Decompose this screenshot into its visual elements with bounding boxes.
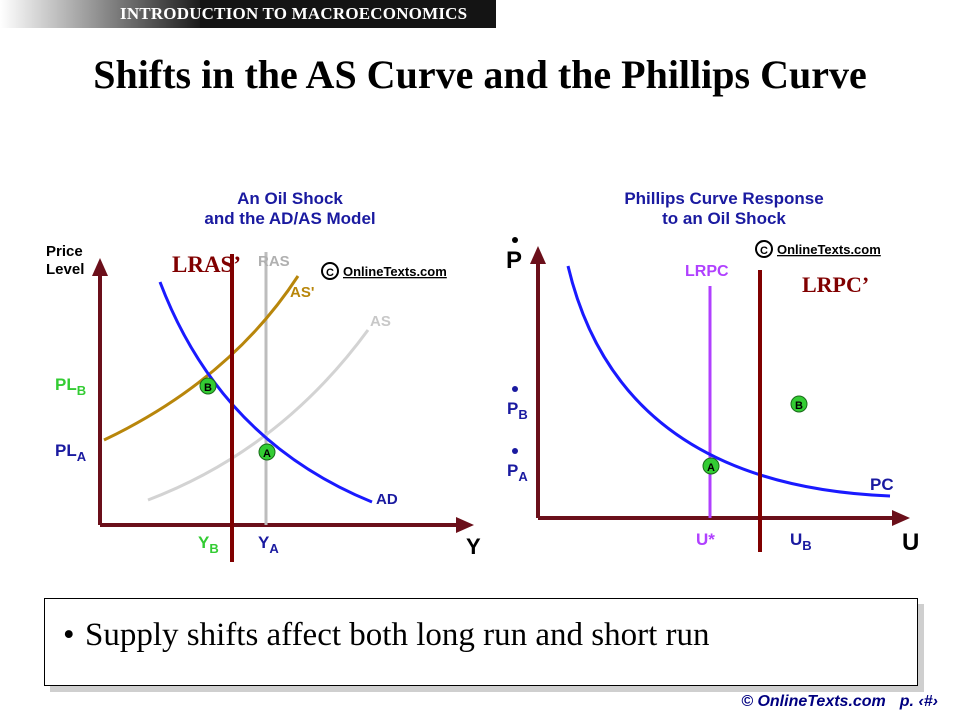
note-bullet-item: • Supply shifts affect both long run and … [63,617,710,654]
left-watermark: OnlineTexts.com [343,264,447,279]
pc-label: PC [870,475,894,494]
left-y-axis-label-1: Price [46,243,83,260]
banner-gradient [0,0,200,28]
point-b-right [790,395,808,413]
note-box: • Supply shifts affect both long run and … [44,598,918,686]
right-y-axis-label: P [506,247,522,274]
point-b-left [199,377,217,395]
banner-title: INTRODUCTION TO MACROECONOMICS [120,4,468,23]
as-curve [147,329,370,502]
point-a-left [258,443,276,461]
label-y-b: YB [198,533,219,556]
diagram-panel: An Oil Shock and the AD/AS Model C Onlin… [46,189,919,562]
left-chart-title-line2: and the AD/AS Model [204,209,375,228]
label-pl-a: PLA [55,441,87,464]
banner-fill [200,0,496,28]
point-a-right-label: A [707,462,715,474]
left-copyright-icon [321,262,339,280]
left-y-axis-label-2: Level [46,261,84,278]
right-watermark: OnlineTexts.com [777,242,881,257]
left-x-axis-label: Y [466,534,481,559]
right-copyright-icon [755,240,773,258]
point-b-right-label: B [795,400,803,412]
ad-curve [158,281,373,504]
point-b-left-label: B [204,382,212,394]
label-u-b: UB [790,530,812,553]
footer-page-number: p. ‹#› [899,693,938,710]
pc-curve [566,265,891,498]
right-chart-title-line2: to an Oil Shock [662,209,786,228]
label-u-star: U* [696,530,715,549]
ras-label: RAS [258,253,290,270]
left-y-axis-arrow [92,258,108,276]
point-a-right [702,457,720,475]
label-pl-b: PLB [55,375,86,398]
right-y-axis-arrow [530,246,546,264]
footer: © OnlineTexts.com p. ‹#› [727,693,938,711]
label-y-a: YA [258,533,279,556]
note-text: Supply shifts affect both long run and s… [85,617,710,653]
left-chart-title-line1: An Oil Shock [237,189,343,208]
left-chart: An Oil Shock and the AD/AS Model C Onlin… [46,189,481,562]
label-p-b: PB [507,399,528,422]
slide-title: Shifts in the AS Curve and the Phillips … [93,52,867,97]
right-chart: Phillips Curve Response to an Oil Shock … [506,189,919,556]
left-x-axis-arrow [456,517,474,533]
course-banner: INTRODUCTION TO MACROECONOMICS [0,0,496,28]
svg-text:C: C [760,245,768,257]
right-x-axis-arrow [892,510,910,526]
as-prime-curve [103,275,300,442]
point-a-left-label: A [263,448,271,460]
ad-label: AD [376,491,398,508]
as-label: AS [370,313,391,330]
right-x-axis-label: U [902,529,919,556]
as-prime-label: AS' [290,284,314,301]
label-p-a: PA [507,461,528,484]
bullet-glyph: • [63,617,75,653]
lras-prime-label: LRAS’ [172,252,241,277]
footer-copyright: © OnlineTexts.com [741,693,886,710]
lrpc-label: LRPC [685,263,729,280]
svg-text:C: C [326,267,334,279]
lrpc-prime-label: LRPC’ [802,272,869,297]
right-chart-title-line1: Phillips Curve Response [624,189,823,208]
